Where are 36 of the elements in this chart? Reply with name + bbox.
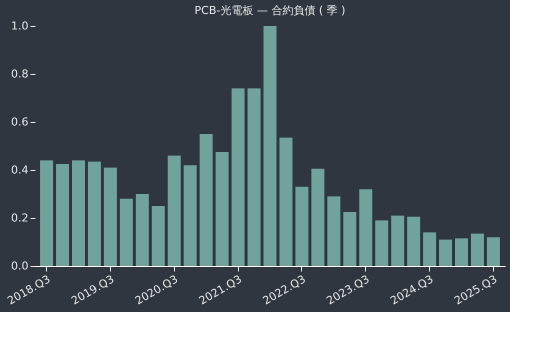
- bar: [486, 237, 500, 266]
- bar: [168, 156, 181, 266]
- bar: [455, 238, 468, 266]
- y-tick-label: 0.0: [11, 260, 28, 272]
- y-tick-label: 0.4: [11, 164, 28, 176]
- bar: [343, 212, 356, 266]
- bar: [311, 168, 324, 266]
- y-tick-label: 1.0: [11, 20, 28, 32]
- y-tick-label: 0.2: [11, 212, 28, 224]
- bar: [391, 216, 404, 266]
- bar: [359, 189, 372, 266]
- bar: [295, 186, 308, 266]
- bar: [279, 138, 292, 266]
- bar: [120, 198, 133, 266]
- bar: [40, 160, 54, 266]
- bar: [200, 134, 213, 266]
- bar: [423, 232, 436, 266]
- bar: [72, 160, 85, 266]
- bar: [248, 88, 261, 266]
- bar: [152, 206, 165, 266]
- bar: [264, 26, 276, 266]
- chart-title: PCB-光電板 — 合約負債 ( 季 ): [194, 4, 346, 17]
- y-tick-label: 0.8: [11, 68, 28, 80]
- bar: [56, 164, 70, 266]
- bar: [407, 216, 420, 266]
- bar: [104, 168, 117, 266]
- bar: [216, 152, 229, 266]
- bar: [375, 220, 388, 266]
- bar: [439, 240, 452, 266]
- y-tick-label: 0.6: [11, 116, 28, 128]
- bar: [88, 162, 101, 266]
- bar: [184, 165, 197, 266]
- bar: [136, 194, 149, 266]
- bar: [232, 88, 245, 266]
- bar: [327, 196, 340, 266]
- bar: [470, 234, 484, 266]
